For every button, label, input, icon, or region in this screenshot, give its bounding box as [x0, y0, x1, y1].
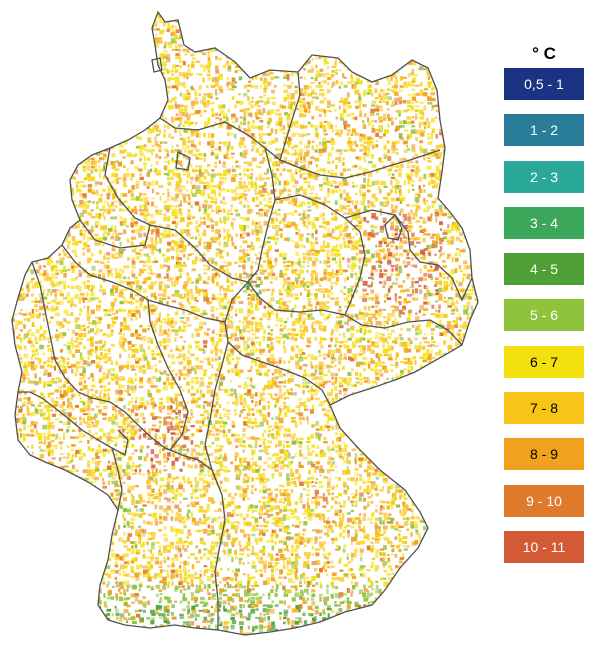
legend-item: 6 - 7: [504, 345, 584, 378]
state-border: [344, 209, 473, 302]
state-border: [61, 244, 226, 323]
state-border: [164, 447, 213, 471]
state-border: [274, 194, 366, 316]
legend-item: 0,5 - 1: [504, 68, 584, 100]
state-border: [147, 299, 189, 451]
legend-item: 10 - 11: [504, 530, 584, 563]
state-border: [111, 429, 129, 456]
state-border: [384, 213, 403, 241]
state-border: [18, 391, 123, 511]
legend-item: 8 - 9: [504, 438, 584, 471]
state-border: [279, 71, 301, 161]
state-border: [151, 57, 163, 73]
legend-item: 3 - 4: [504, 206, 584, 239]
state-border: [247, 281, 463, 346]
state-border: [159, 117, 441, 179]
state-border: [104, 147, 249, 283]
legend-item: 9 - 10: [504, 484, 584, 517]
state-border: [31, 261, 166, 449]
legend-items: 0,5 - 1 1 - 2 2 - 3 3 - 4 4 - 5 5 - 6 6 …: [504, 68, 584, 563]
legend-item: 1 - 2: [504, 114, 584, 147]
state-border: [224, 281, 331, 406]
country-border: [11, 10, 479, 636]
legend-item: 7 - 8: [504, 392, 584, 425]
legend-item: 4 - 5: [504, 253, 584, 286]
state-border: [204, 341, 229, 630]
legend-title: ° C: [532, 44, 556, 63]
temperature-raster: [12, 12, 478, 635]
legend-item: 5 - 6: [504, 299, 584, 332]
state-border: [175, 151, 191, 171]
legend-item: 2 - 3: [504, 160, 584, 193]
state-borders: [11, 10, 479, 636]
legend: ° C 0,5 - 1 1 - 2 2 - 3 3 - 4 4 - 5 5 - …: [504, 40, 584, 577]
state-border: [247, 147, 276, 283]
state-border: [79, 219, 151, 249]
